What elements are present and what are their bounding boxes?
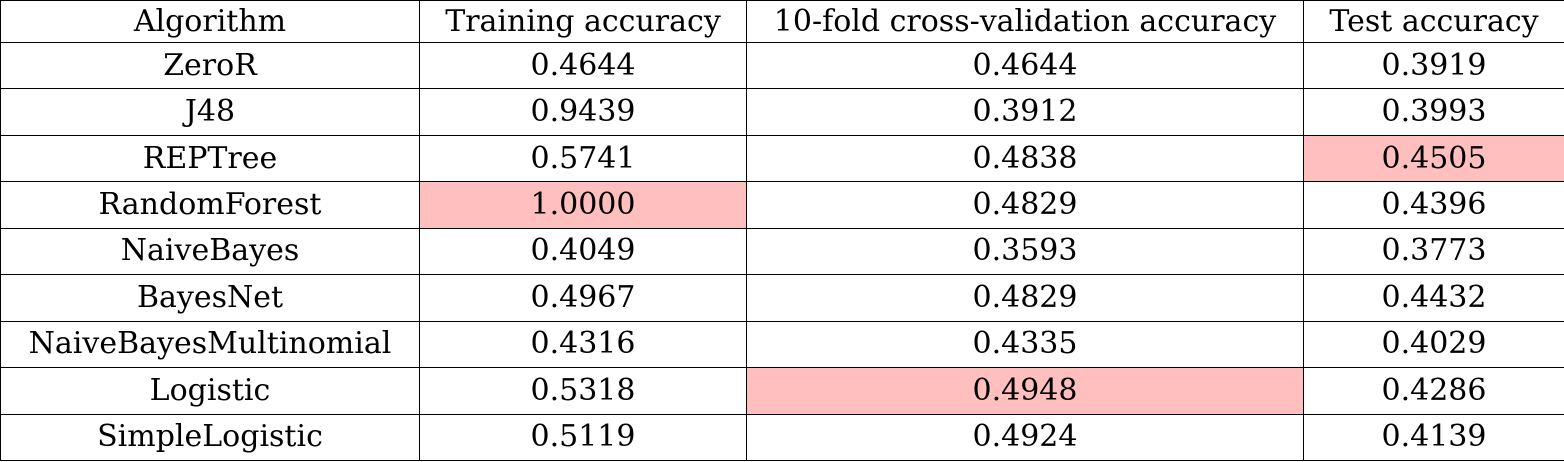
header-cv-accuracy: 10-fold cross-validation accuracy <box>746 0 1304 43</box>
algorithm-cell: RandomForest <box>0 181 420 229</box>
training-accuracy-cell: 0.5318 <box>419 367 747 415</box>
test-accuracy-cell-best: 0.4505 <box>1303 134 1564 183</box>
algorithm-cell: REPTree <box>0 134 420 183</box>
cv-accuracy-cell-best: 0.4948 <box>746 367 1304 415</box>
test-accuracy-cell: 0.4432 <box>1303 274 1564 322</box>
header-algorithm: Algorithm <box>0 0 420 43</box>
algorithm-cell: NaiveBayesMultinomial <box>0 320 420 369</box>
table-row: NaiveBayes 0.4049 0.3593 0.3773 <box>0 227 1564 276</box>
header-row: Algorithm Training accuracy 10-fold cros… <box>0 0 1564 43</box>
test-accuracy-cell: 0.4286 <box>1303 367 1564 415</box>
table-row: BayesNet 0.4967 0.4829 0.4432 <box>0 274 1564 322</box>
table-row: NaiveBayesMultinomial 0.4316 0.4335 0.40… <box>0 320 1564 369</box>
cv-accuracy-cell: 0.4829 <box>746 181 1304 229</box>
test-accuracy-cell: 0.3773 <box>1303 227 1564 276</box>
algorithm-cell: SimpleLogistic <box>0 413 420 461</box>
training-accuracy-cell: 0.9439 <box>419 88 747 136</box>
training-accuracy-cell: 0.4049 <box>419 227 747 276</box>
algorithm-cell: J48 <box>0 88 420 136</box>
test-accuracy-cell: 0.4029 <box>1303 320 1564 369</box>
cv-accuracy-cell: 0.4644 <box>746 41 1304 90</box>
test-accuracy-cell: 0.3919 <box>1303 41 1564 90</box>
table-row: ZeroR 0.4644 0.4644 0.3919 <box>0 41 1564 90</box>
training-accuracy-cell: 0.4967 <box>419 274 747 322</box>
training-accuracy-cell: 0.5119 <box>419 413 747 461</box>
training-accuracy-cell: 0.5741 <box>419 134 747 183</box>
table-row: SimpleLogistic 0.5119 0.4924 0.4139 <box>0 413 1564 461</box>
training-accuracy-cell: 0.4644 <box>419 41 747 90</box>
cv-accuracy-cell: 0.4829 <box>746 274 1304 322</box>
table-row: Logistic 0.5318 0.4948 0.4286 <box>0 367 1564 415</box>
algorithm-cell: NaiveBayes <box>0 227 420 276</box>
cv-accuracy-cell: 0.3912 <box>746 88 1304 136</box>
test-accuracy-cell: 0.4396 <box>1303 181 1564 229</box>
algorithm-cell: ZeroR <box>0 41 420 90</box>
table-row: RandomForest 1.0000 0.4829 0.4396 <box>0 181 1564 229</box>
header-training-accuracy: Training accuracy <box>419 0 747 43</box>
training-accuracy-cell-best: 1.0000 <box>419 181 747 229</box>
algorithm-cell: Logistic <box>0 367 420 415</box>
algorithm-cell: BayesNet <box>0 274 420 322</box>
cv-accuracy-cell: 0.3593 <box>746 227 1304 276</box>
test-accuracy-cell: 0.3993 <box>1303 88 1564 136</box>
header-test-accuracy: Test accuracy <box>1303 0 1564 43</box>
training-accuracy-cell: 0.4316 <box>419 320 747 369</box>
cv-accuracy-cell: 0.4924 <box>746 413 1304 461</box>
test-accuracy-cell: 0.4139 <box>1303 413 1564 461</box>
cv-accuracy-cell: 0.4838 <box>746 134 1304 183</box>
table-row: J48 0.9439 0.3912 0.3993 <box>0 88 1564 136</box>
cv-accuracy-cell: 0.4335 <box>746 320 1304 369</box>
table-row: REPTree 0.5741 0.4838 0.4505 <box>0 134 1564 183</box>
